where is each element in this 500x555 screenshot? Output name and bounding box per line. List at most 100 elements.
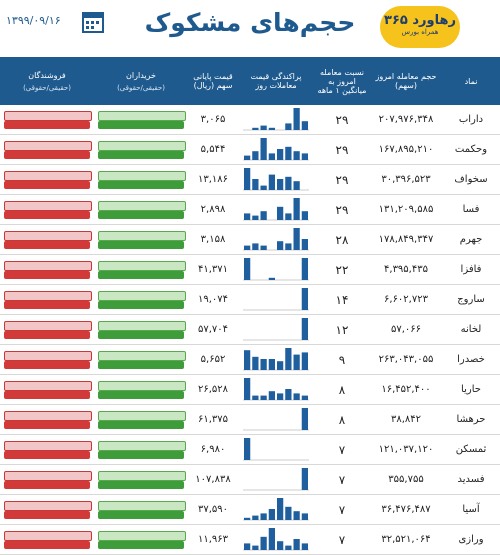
ratio: ۲۹ bbox=[314, 134, 370, 165]
column-header: نماد bbox=[442, 57, 500, 105]
column-title: فروشندگان bbox=[28, 70, 66, 80]
spread-chart bbox=[243, 198, 309, 221]
spread-chart bbox=[243, 348, 309, 371]
ratio: ۷ bbox=[314, 434, 370, 465]
price: ۵,۶۵۲ bbox=[188, 344, 238, 375]
spread-bar bbox=[285, 243, 292, 250]
spread-bar bbox=[285, 389, 292, 400]
buy-top bbox=[98, 530, 186, 541]
buyers bbox=[94, 344, 188, 375]
spread-bar bbox=[277, 393, 284, 400]
table: نماد حجم معامله امروز (سهم) نسبت معامله ام… bbox=[0, 57, 500, 555]
buy-bars bbox=[98, 500, 186, 520]
volume: ۳۶,۴۷۶,۴۸۷ bbox=[370, 494, 442, 525]
buy-bars bbox=[98, 230, 186, 250]
spread-bar bbox=[285, 176, 292, 190]
volume: ۵۷,۰۶۶ bbox=[370, 314, 442, 345]
sell-bottom bbox=[4, 270, 90, 279]
date: ۱۳۹۹/۰۹/۱۶ bbox=[6, 14, 61, 27]
buy-bars bbox=[98, 470, 186, 490]
spread-bar bbox=[252, 215, 259, 220]
volume: ۳۸,۸۴۲ bbox=[370, 404, 442, 435]
sell-bottom bbox=[4, 120, 90, 129]
buy-bars bbox=[98, 350, 186, 370]
buy-bottom bbox=[98, 180, 184, 189]
spread-bar bbox=[301, 468, 308, 490]
spread-bar bbox=[268, 509, 275, 520]
column-header: قیمت پایانی سهم (ریال) bbox=[188, 57, 238, 105]
spread-bar bbox=[252, 356, 259, 370]
sell-top bbox=[4, 440, 92, 451]
sellers bbox=[0, 105, 94, 135]
sell-top bbox=[4, 260, 92, 271]
sell-top bbox=[4, 410, 92, 421]
row: حاریا ۱۶,۴۵۲,۴۰۰ ۸ ۲۶,۵۲۸ bbox=[0, 374, 500, 405]
buyers bbox=[94, 494, 188, 525]
sell-bars bbox=[4, 260, 92, 280]
buy-bars bbox=[98, 440, 186, 460]
price: ۳,۱۵۸ bbox=[188, 224, 238, 255]
buy-bottom bbox=[98, 390, 184, 399]
spread-bar bbox=[252, 127, 259, 130]
symbol: خصدرا bbox=[442, 344, 500, 375]
volume: ۳۲,۵۲۱,۰۶۴ bbox=[370, 524, 442, 555]
symbol: جهرم bbox=[442, 224, 500, 255]
spread-bar bbox=[285, 545, 292, 550]
volume: ۱۷۸,۸۴۹,۳۴۷ bbox=[370, 224, 442, 255]
symbol: فافزا bbox=[442, 254, 500, 285]
spread-bar bbox=[301, 352, 308, 370]
spread-bar bbox=[260, 125, 267, 130]
sell-bars bbox=[4, 410, 92, 430]
sell-bottom bbox=[4, 480, 90, 489]
volume: ۳۰,۳۹۶,۵۲۳ bbox=[370, 164, 442, 195]
column-title: نماد bbox=[464, 76, 478, 86]
spread-bar bbox=[293, 511, 300, 520]
spread-chart bbox=[243, 408, 309, 431]
spread-bar bbox=[285, 213, 292, 220]
spread-cell bbox=[238, 105, 314, 135]
buy-top bbox=[98, 230, 186, 241]
buy-bottom bbox=[98, 240, 184, 249]
sellers bbox=[0, 494, 94, 525]
volume: ۲۶۳,۰۴۳,۰۵۵ bbox=[370, 344, 442, 375]
row: وحکمت ۱۶۷,۸۹۵,۲۱۰ ۲۹ ۵,۵۴۴ bbox=[0, 134, 500, 165]
sellers bbox=[0, 254, 94, 285]
sellers bbox=[0, 344, 94, 375]
column-header: نسبت معامله امروز به میانگین ۱ ماهه bbox=[314, 57, 370, 105]
spread-chart bbox=[243, 108, 309, 131]
spread-chart bbox=[243, 138, 309, 161]
buy-top bbox=[98, 110, 186, 121]
buyers bbox=[94, 105, 188, 135]
sellers bbox=[0, 164, 94, 195]
row: حرهشا ۳۸,۸۴۲ ۸ ۶۱,۳۷۵ bbox=[0, 404, 500, 435]
title: حجم‌های مشکوک bbox=[144, 8, 356, 37]
symbol: آسیا bbox=[442, 494, 500, 525]
buy-bars bbox=[98, 380, 186, 400]
spread-chart bbox=[243, 258, 309, 281]
buyers bbox=[94, 164, 188, 195]
spread-bar bbox=[268, 127, 275, 130]
sellers bbox=[0, 284, 94, 315]
sell-top bbox=[4, 140, 92, 151]
row: فسا ۱۳۱,۲۰۹,۵۸۵ ۲۹ ۲,۸۹۸ bbox=[0, 194, 500, 225]
spread-bar bbox=[277, 241, 284, 250]
spread-bar bbox=[293, 198, 300, 220]
spread-bar bbox=[293, 181, 300, 190]
spread-bar bbox=[252, 395, 259, 400]
price: ۲۶,۵۲۸ bbox=[188, 374, 238, 405]
spread-chart bbox=[243, 498, 309, 521]
spread-bar bbox=[244, 168, 251, 190]
spread-bar bbox=[244, 543, 251, 550]
price: ۵۷,۷۰۴ bbox=[188, 314, 238, 345]
spread-bar bbox=[244, 155, 251, 160]
sell-bottom bbox=[4, 360, 90, 369]
spread-bar bbox=[301, 239, 308, 250]
sell-top bbox=[4, 110, 92, 121]
buy-bottom bbox=[98, 510, 184, 519]
sellers bbox=[0, 434, 94, 465]
spread-cell bbox=[238, 284, 314, 315]
sellers bbox=[0, 404, 94, 435]
ratio: ۲۹ bbox=[314, 194, 370, 225]
price: ۱۱,۹۶۳ bbox=[188, 524, 238, 555]
